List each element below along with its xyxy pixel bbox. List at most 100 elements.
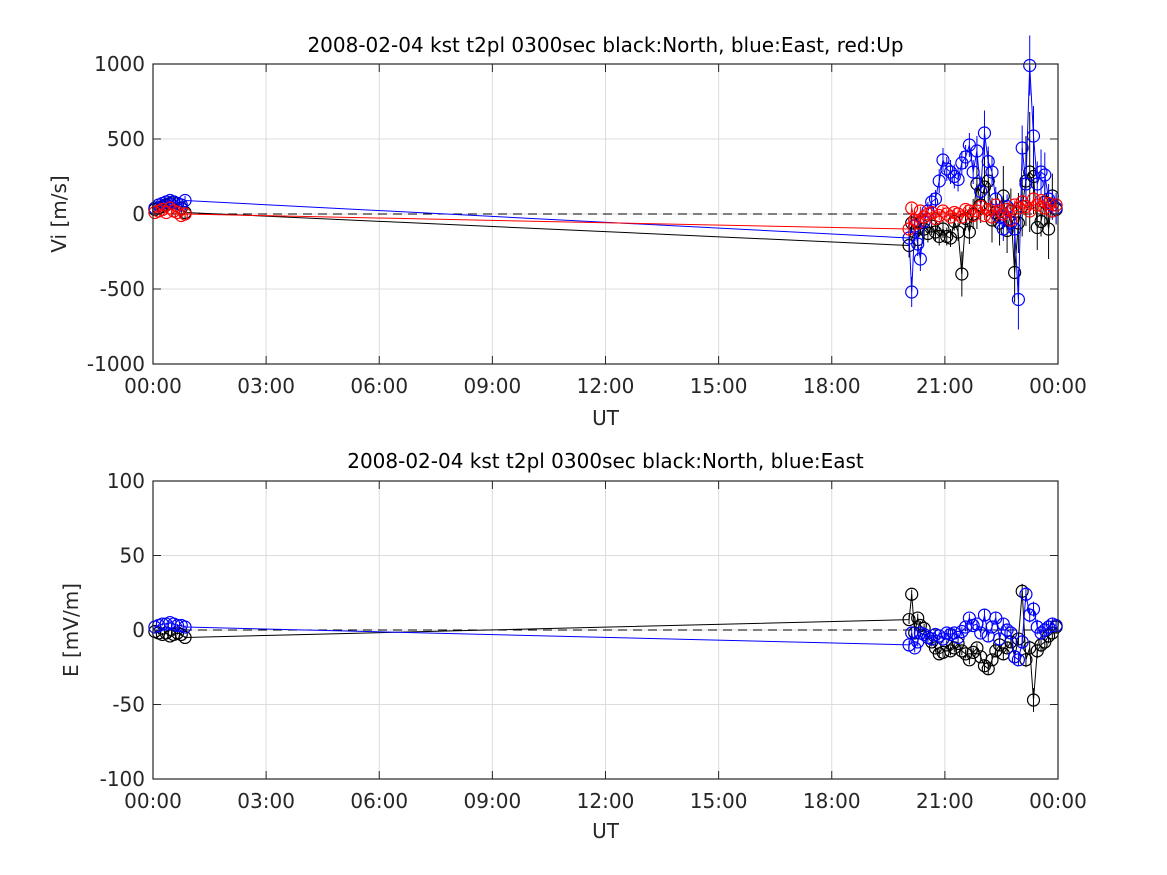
y-tick-label: 0 <box>132 202 145 226</box>
x-tick-label: 06:00 <box>350 789 408 813</box>
data-point <box>911 611 925 625</box>
x-tick-label: 18:00 <box>803 789 861 813</box>
data-point <box>1026 602 1041 616</box>
data-point <box>170 205 185 220</box>
data-point <box>1004 213 1018 227</box>
data-point <box>163 201 177 215</box>
data-point <box>1034 193 1048 208</box>
data-point <box>947 626 961 640</box>
y-tick-label: -500 <box>100 277 145 301</box>
data-point <box>905 201 919 215</box>
data-point <box>928 211 943 226</box>
data-point <box>1041 222 1056 236</box>
data-point <box>1008 650 1022 664</box>
series-north <box>148 583 1063 712</box>
x-tick-label: 00:00 <box>124 789 182 813</box>
data-point <box>1019 177 1033 191</box>
y-tick-label: 50 <box>120 544 145 568</box>
data-point <box>159 205 173 220</box>
data-point <box>985 165 999 179</box>
series-line <box>154 591 1057 701</box>
data-point <box>936 222 950 236</box>
data-point <box>902 612 916 627</box>
data-point <box>951 225 965 239</box>
x-tick-label: 21:00 <box>916 374 974 398</box>
data-point <box>1041 196 1056 211</box>
data-point <box>955 624 969 639</box>
data-point <box>928 225 943 239</box>
y-tick-label: -1000 <box>87 352 145 376</box>
x-tick-label: 06:00 <box>350 374 408 398</box>
data-point <box>1026 693 1041 707</box>
y-axis-label: Vi [m/s] <box>47 175 71 252</box>
y-tick-label: 1000 <box>94 52 145 76</box>
series-up <box>148 192 1063 236</box>
x-tick-label: 12:00 <box>577 789 635 813</box>
data-point <box>1049 618 1063 633</box>
data-point <box>940 207 954 221</box>
data-point <box>981 662 995 676</box>
data-point <box>955 267 969 281</box>
data-point <box>178 630 192 645</box>
data-point <box>966 645 980 659</box>
data-point <box>1008 222 1022 236</box>
data-point <box>1034 214 1048 229</box>
data-point <box>905 285 919 299</box>
data-point <box>974 626 988 640</box>
chart-electric-field: 00:00 03:00 06:00 09:00 12:00 15:00 18:00 21:00… <box>59 449 1087 843</box>
data-point <box>917 627 931 642</box>
data-point <box>1030 177 1044 191</box>
data-point <box>947 169 961 184</box>
y-tick-label: 0 <box>132 618 145 642</box>
x-tick-label: 00:00 <box>1029 374 1087 398</box>
data-point <box>170 618 185 633</box>
data-point <box>985 653 999 667</box>
tick-marks <box>152 480 1059 780</box>
data-point <box>943 644 958 658</box>
data-point <box>178 207 192 221</box>
data-point <box>1015 635 1029 649</box>
data-point <box>1038 168 1052 182</box>
x-tick-label: 03:00 <box>237 789 295 813</box>
data-point <box>936 153 950 167</box>
data-point <box>974 184 988 199</box>
y-tick-label: -100 <box>100 767 145 791</box>
data-point <box>1004 626 1018 640</box>
data-point <box>908 641 922 655</box>
data-point <box>1049 198 1063 212</box>
x-tick-label: 09:00 <box>464 789 522 813</box>
x-tick-label: 18:00 <box>803 374 861 398</box>
data-point <box>178 620 192 634</box>
x-tick-label: 00:00 <box>1029 789 1087 813</box>
y-tick-label: 100 <box>107 469 145 493</box>
y-axis-label: E [mV/m] <box>59 583 83 677</box>
chart-title: 2008-02-04 kst t2pl 0300sec black:North,… <box>347 449 864 473</box>
data-point <box>155 617 170 631</box>
data-point <box>943 165 958 179</box>
data-point <box>1019 587 1033 601</box>
data-point <box>959 150 973 164</box>
data-point <box>1034 165 1048 179</box>
y-tick-label: -50 <box>112 693 145 717</box>
data-point <box>936 645 950 659</box>
data-point <box>1000 623 1014 637</box>
data-point <box>966 165 980 179</box>
x-tick-label: 15:00 <box>690 789 748 813</box>
data-point <box>962 204 976 218</box>
data-point <box>178 193 192 208</box>
data-point <box>1011 653 1026 667</box>
data-point <box>992 632 1007 646</box>
data-point <box>1026 129 1041 143</box>
series-line <box>154 594 1057 661</box>
data-point <box>974 199 988 214</box>
data-point <box>970 617 984 631</box>
data-point <box>1015 584 1029 598</box>
x-tick-label: 21:00 <box>916 789 974 813</box>
x-axis-label: UT <box>592 819 620 843</box>
data-point <box>951 172 965 187</box>
data-point <box>940 162 954 176</box>
data-point <box>913 252 927 266</box>
data-point <box>962 225 976 239</box>
data-point <box>970 144 984 158</box>
